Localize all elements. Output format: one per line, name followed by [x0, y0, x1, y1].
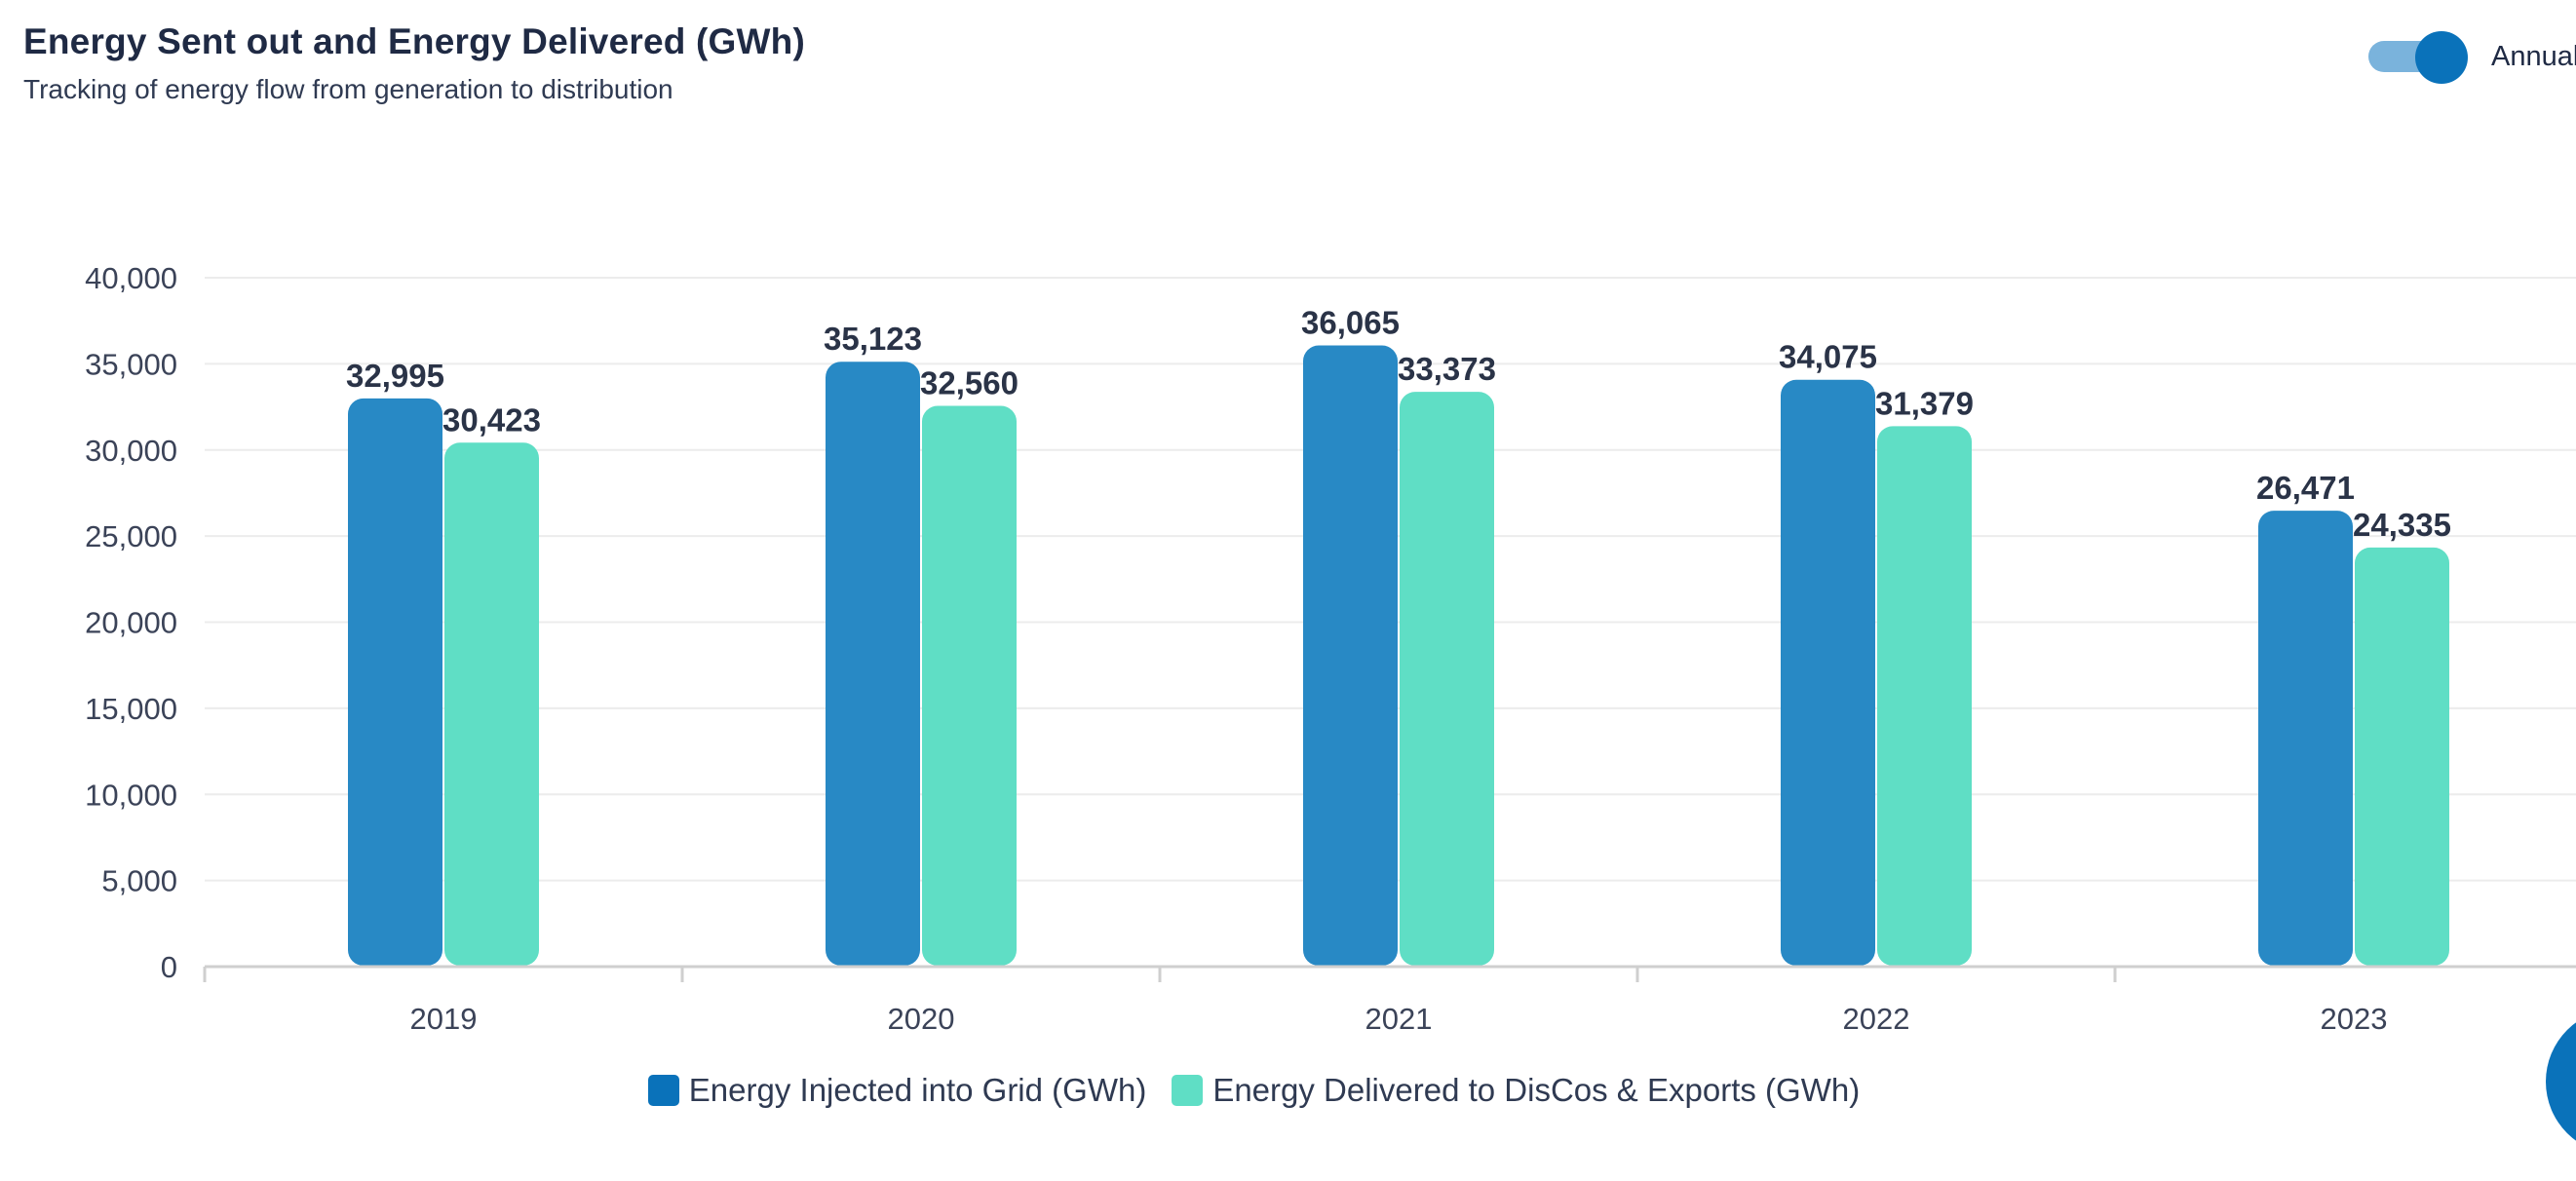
data-label-injected-2021: 36,065: [1301, 305, 1400, 341]
bar-injected-2020: [826, 362, 920, 966]
legend-item-injected[interactable]: Energy Injected into Grid (GWh): [647, 1072, 1147, 1109]
data-label-injected-2020: 35,123: [824, 321, 922, 357]
data-label-delivered-2021: 33,373: [1398, 351, 1496, 387]
data-label-injected-2019: 32,995: [346, 358, 444, 394]
y-tick-label: 5,000: [101, 864, 177, 898]
y-tick-label: 20,000: [85, 606, 177, 640]
legend-swatch-delivered: [1172, 1075, 1204, 1106]
y-tick-label: 35,000: [85, 347, 177, 381]
legend-swatch-injected: [647, 1075, 679, 1106]
y-tick-label: 10,000: [85, 778, 177, 812]
bar-delivered-2021: [1400, 392, 1494, 967]
annual-toggle[interactable]: [2368, 31, 2468, 84]
x-tick-label: 2023: [2321, 1002, 2388, 1036]
chart-header: Energy Sent out and Energy Delivered (GW…: [23, 21, 805, 105]
annual-toggle-label: Annual: [2491, 40, 2576, 72]
chart-legend: Energy Injected into Grid (GWh) Energy D…: [0, 1072, 2576, 1109]
legend-item-delivered[interactable]: Energy Delivered to DisCos & Exports (GW…: [1172, 1072, 1860, 1109]
data-label-delivered-2023: 24,335: [2353, 507, 2451, 543]
data-label-injected-2023: 26,471: [2256, 470, 2355, 506]
x-tick-label: 2022: [1843, 1002, 1910, 1036]
bar-delivered-2019: [444, 442, 539, 967]
y-tick-label: 30,000: [85, 434, 177, 468]
x-tick-label: 2020: [888, 1002, 955, 1036]
toggle-knob: [2415, 31, 2468, 84]
x-tick-label: 2019: [410, 1002, 478, 1036]
data-labels: 32,995 30,423 35,123 32,560 36,065 33,373 34,0…: [346, 305, 2451, 543]
chart-subtitle: Tracking of energy flow from generation …: [23, 74, 673, 104]
bar-chart: 0 5,000 10,000 15,000 20,000 25,000 30,000 35,0…: [85, 261, 2576, 1036]
bar-injected-2023: [2258, 511, 2353, 966]
y-tick-label: 25,000: [85, 519, 177, 553]
data-label-injected-2022: 34,075: [1779, 339, 1877, 375]
bar-injected-2019: [348, 398, 442, 967]
legend-label-delivered: Energy Delivered to DisCos & Exports (GW…: [1212, 1072, 1861, 1108]
bar-delivered-2022: [1877, 426, 1972, 966]
legend-label-injected: Energy Injected into Grid (GWh): [688, 1072, 1147, 1108]
data-label-delivered-2019: 30,423: [442, 401, 541, 438]
y-tick-label: 15,000: [85, 692, 177, 726]
period-toggle-group: Annual: [2368, 31, 2576, 84]
y-axis-ticks: 0 5,000 10,000 15,000 20,000 25,000 30,000 35,0…: [85, 261, 177, 984]
chart-title: Energy Sent out and Energy Delivered (GW…: [23, 21, 805, 61]
bar-delivered-2020: [922, 405, 1017, 966]
bar-injected-2021: [1303, 345, 1398, 966]
bars: [348, 345, 2449, 967]
data-label-delivered-2022: 31,379: [1875, 385, 1974, 421]
bar-delivered-2023: [2355, 547, 2449, 966]
x-tick-label: 2021: [1365, 1002, 1433, 1036]
y-tick-label: 0: [161, 950, 177, 984]
data-label-delivered-2020: 32,560: [920, 365, 1019, 401]
y-tick-label: 40,000: [85, 261, 177, 295]
bar-injected-2022: [1781, 379, 1875, 966]
x-axis: 2019 2020 2021 2022 2023: [203, 965, 2576, 1036]
